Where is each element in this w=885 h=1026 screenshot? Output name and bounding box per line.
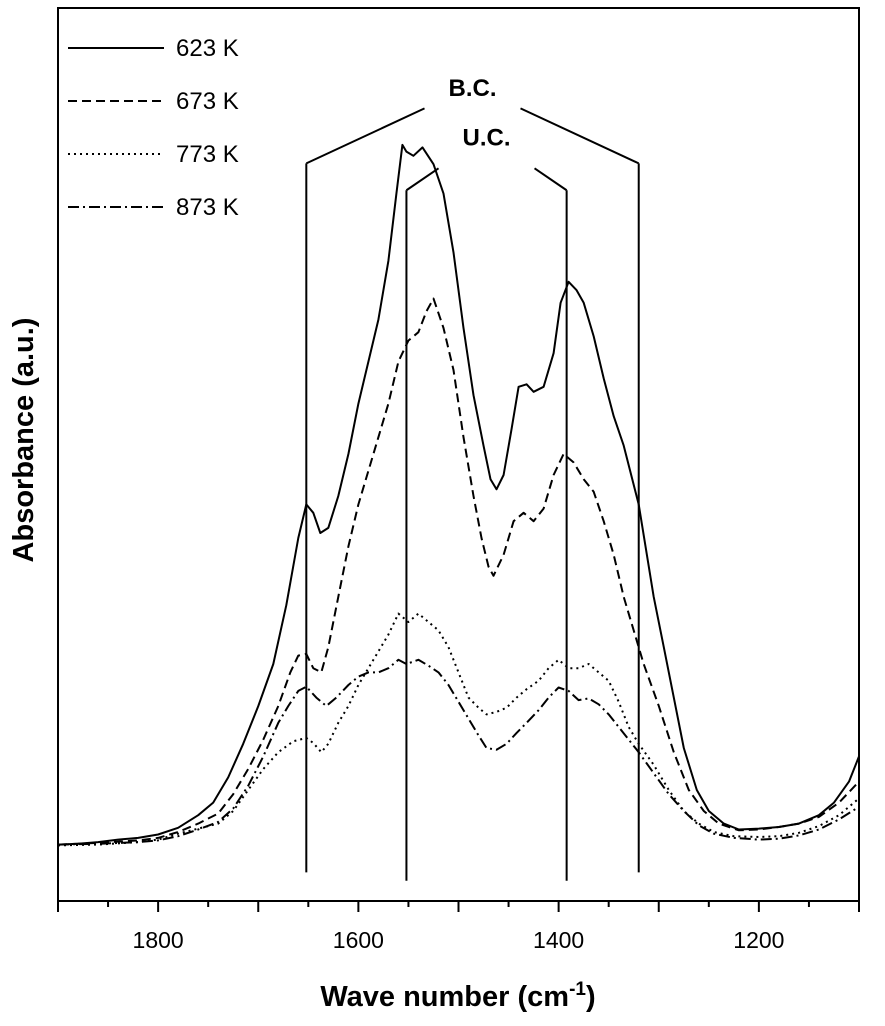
annotation-bc-left-bracket — [305, 107, 425, 165]
annotation-uc-left-bracket — [405, 167, 440, 192]
legend-label-623-k: 623 K — [176, 35, 239, 62]
series-line-773-k — [57, 612, 860, 847]
annotation-bc-label: B.C. — [449, 75, 497, 102]
x-tick-label-1600: 1600 — [333, 927, 384, 953]
annotation-bc-right-bracket — [520, 107, 640, 165]
x-tick-label-1200: 1200 — [733, 927, 784, 953]
x-axis-title: Wave number (cm-1) — [320, 979, 595, 1013]
x-tick-label-1400: 1400 — [533, 927, 584, 953]
x-tick-label-1800: 1800 — [133, 927, 184, 953]
series-line-873-k — [57, 658, 860, 846]
x-axis-ticks: 1800 1600 1400 1200 — [57, 901, 860, 953]
annotation-layer: B.C. U.C. — [305, 75, 640, 881]
y-axis-title: Absorbance (a.u.) — [8, 318, 40, 563]
annotation-uc-label: U.C. — [463, 125, 511, 152]
legend: 623 K 673 K 773 K 873 K — [68, 35, 239, 221]
annotation-uc-right-bracket — [533, 167, 568, 192]
series-line-673-k — [57, 297, 860, 846]
series-layer — [57, 143, 860, 847]
legend-label-873-k: 873 K — [176, 194, 239, 221]
series-line-623-k — [57, 143, 860, 846]
legend-label-773-k: 773 K — [176, 141, 239, 168]
legend-label-673-k: 673 K — [176, 88, 239, 115]
